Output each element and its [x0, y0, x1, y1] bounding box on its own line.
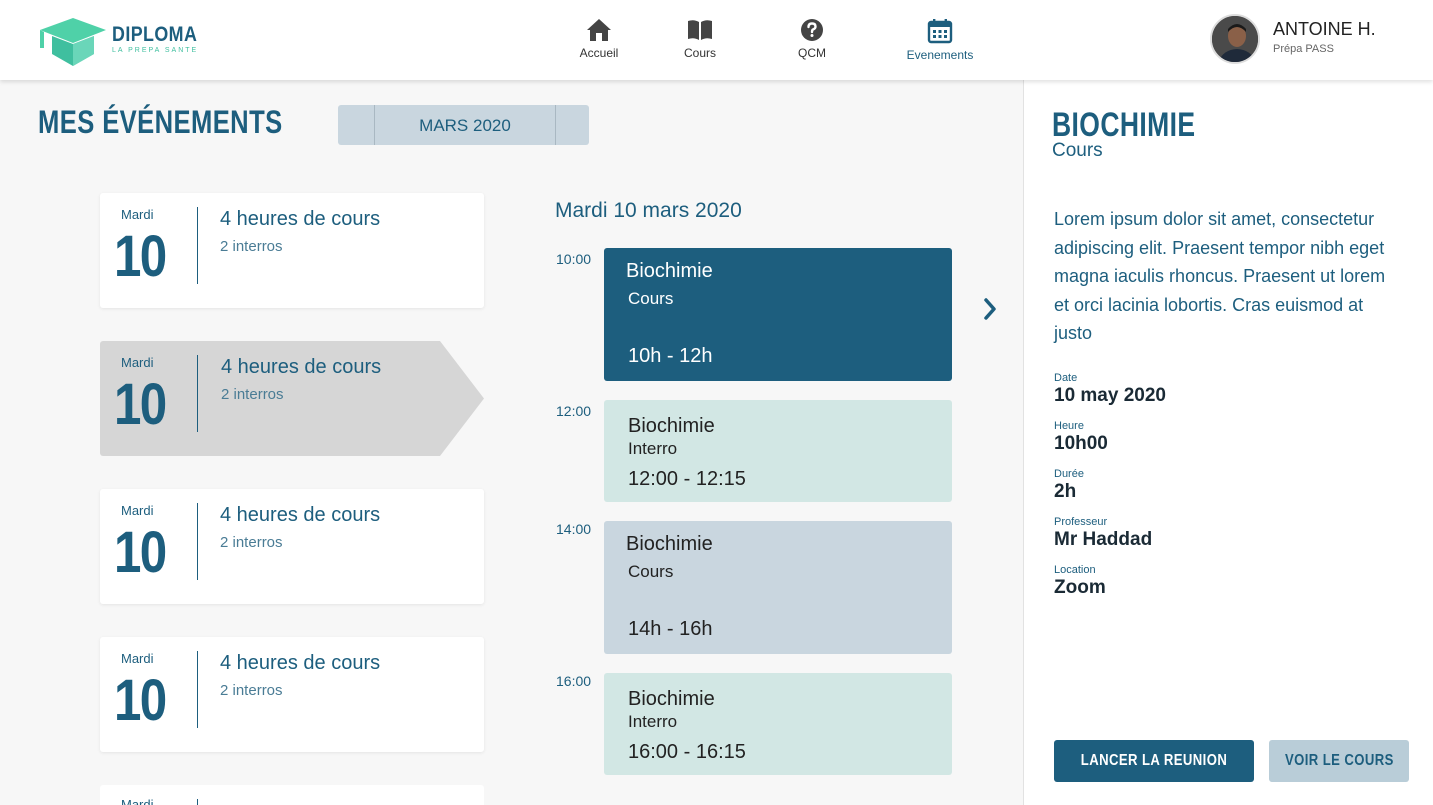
nav-evenements-label: Evenements [906, 48, 974, 62]
meta-value: Mr Haddad [1054, 529, 1153, 550]
day-of-week: Mardi [121, 207, 154, 222]
event-type: Cours [628, 289, 674, 308]
calendar-icon [927, 19, 953, 44]
event-title: Biochimie [626, 533, 713, 555]
nav-qcm-label: QCM [798, 46, 826, 60]
event-card-selected[interactable]: Biochimie Cours 10h - 12h [604, 248, 952, 381]
question-icon [801, 19, 823, 41]
day-of-week: Mardi [121, 503, 154, 518]
hours-summary: 4 heures de cours [220, 208, 381, 230]
month-label: MARS 2020 [419, 116, 511, 135]
interros-summary: 2 interros [220, 682, 283, 699]
page-title: MES ÉVÉNEMENTS [38, 104, 283, 140]
day-number: 10 [114, 668, 167, 733]
user-role: Prépa PASS [1273, 43, 1334, 55]
brand-tagline: LA PREPA SANTE [112, 47, 199, 54]
meta-value: 10h00 [1054, 433, 1108, 454]
event-title: Biochimie [628, 415, 715, 437]
schedule-date: Mardi 10 mars 2020 [555, 199, 742, 222]
day-of-week: Mardi [121, 355, 154, 370]
divider [197, 503, 198, 580]
detail-title: BIOCHIMIE [1052, 106, 1196, 144]
divider [197, 651, 198, 728]
event-card[interactable]: Biochimie Cours 14h - 16h [604, 521, 952, 654]
chevron-right-icon[interactable] [979, 294, 1003, 324]
launch-zoom-label: LANCER LA REUNION ZOOM [1080, 752, 1228, 805]
avatar [1210, 14, 1260, 64]
detail-description: Lorem ipsum dolor sit amet, consectetur … [1054, 209, 1386, 343]
user-name: ANTOINE H. [1273, 19, 1376, 39]
divider [197, 799, 198, 805]
brand-logo[interactable]: DIPLOMA LA PREPA SANTE [38, 16, 198, 68]
meta-label: Heure [1054, 420, 1084, 432]
meta-label: Location [1054, 564, 1096, 576]
nav-cours-label: Cours [683, 46, 716, 60]
nav-accueil[interactable]: Accueil [554, 18, 644, 66]
view-course-label: VOIR LE COURS [1284, 752, 1394, 769]
month-picker: MARS 2020 [338, 105, 589, 145]
view-course-button[interactable]: VOIR LE COURS [1269, 740, 1409, 782]
meta-label: Date [1054, 372, 1078, 384]
event-title: Biochimie [626, 260, 713, 282]
book-icon [688, 20, 712, 40]
event-time: 16:00 - 16:15 [628, 741, 746, 763]
event-detail-panel: BIOCHIMIE Cours Lorem ipsum dolor sit am… [1023, 80, 1433, 805]
divider [197, 207, 198, 284]
day-number: 10 [114, 224, 167, 289]
time-slot-label: 10:00 [556, 251, 592, 267]
interros-summary: 2 interros [220, 238, 283, 255]
day-card[interactable]: Mardi 10 4 heures de cours 2 interros [100, 489, 484, 604]
nav-evenements[interactable]: Evenements [895, 18, 985, 66]
interros-summary: 2 interros [221, 386, 284, 403]
meta-label: Durée [1054, 468, 1084, 480]
meta-value: Zoom [1054, 577, 1106, 598]
event-title: Biochimie [628, 688, 715, 710]
nav-cours[interactable]: Cours [655, 18, 745, 66]
day-of-week: Mardi [121, 797, 154, 805]
time-slot-label: 16:00 [556, 673, 592, 689]
day-card-selected[interactable]: Mardi 10 4 heures de cours 2 interros [100, 341, 484, 456]
detail-subtitle: Cours [1052, 140, 1103, 161]
meta-label: Professeur [1054, 516, 1108, 528]
time-slot-label: 12:00 [556, 403, 592, 419]
graduation-cap-icon [40, 18, 106, 66]
brand-name: DIPLOMA [112, 23, 198, 46]
event-type: Cours [628, 562, 674, 581]
day-of-week: Mardi [121, 651, 154, 666]
divider [197, 355, 198, 432]
day-card[interactable]: Mardi 10 4 heures de cours 2 interros [100, 193, 484, 308]
hours-summary: 4 heures de cours [220, 504, 381, 526]
hours-summary: 4 heures de cours [220, 652, 381, 674]
day-number: 10 [114, 372, 167, 437]
event-time: 14h - 16h [628, 618, 713, 640]
next-month-button[interactable] [555, 105, 589, 145]
event-type: Interro [628, 439, 678, 458]
day-card[interactable]: Mardi 10 4 heures de cours 2 interros [100, 637, 484, 752]
top-bar: DIPLOMA LA PREPA SANTE Accueil Cours QCM [0, 0, 1433, 80]
time-slot-label: 14:00 [556, 521, 592, 537]
event-card[interactable]: Biochimie Interro 16:00 - 16:15 [604, 673, 952, 775]
launch-zoom-button[interactable]: LANCER LA REUNION ZOOM [1054, 740, 1254, 805]
event-time: 12:00 - 12:15 [628, 468, 746, 490]
day-card-partial[interactable]: Mardi [100, 785, 484, 805]
event-card[interactable]: Biochimie Interro 12:00 - 12:15 [604, 400, 952, 502]
user-profile[interactable]: ANTOINE H. Prépa PASS [1210, 14, 1410, 66]
home-icon [587, 19, 611, 41]
meta-value: 10 may 2020 [1054, 385, 1166, 406]
event-type: Interro [628, 712, 678, 731]
day-number: 10 [114, 520, 167, 585]
nav-accueil-label: Accueil [579, 46, 619, 60]
meta-value: 2h [1054, 481, 1077, 502]
interros-summary: 2 interros [220, 534, 283, 551]
event-time: 10h - 12h [628, 345, 713, 367]
nav-qcm[interactable]: QCM [767, 18, 857, 66]
hours-summary: 4 heures de cours [221, 356, 382, 378]
previous-month-button[interactable] [338, 105, 375, 145]
